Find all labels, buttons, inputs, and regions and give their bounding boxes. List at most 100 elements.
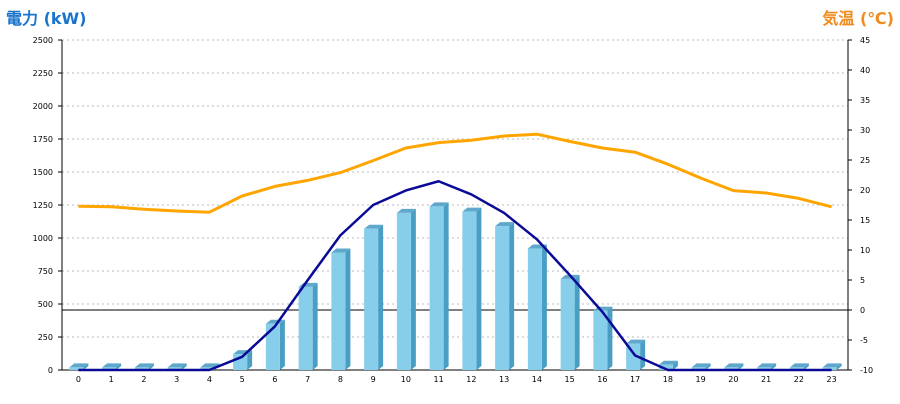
bar-top bbox=[364, 224, 384, 229]
left-tick-label: 750 bbox=[38, 267, 53, 276]
bar bbox=[495, 226, 510, 370]
bar-side bbox=[640, 339, 646, 370]
left-tick-label: 2000 bbox=[33, 102, 53, 111]
bar-top bbox=[396, 208, 416, 213]
left-tick-label: 2250 bbox=[33, 69, 53, 78]
bar-side bbox=[836, 363, 842, 370]
power-line bbox=[78, 179, 832, 372]
bar-side bbox=[476, 207, 482, 370]
bar-top bbox=[724, 363, 744, 368]
x-tick-label: 17 bbox=[630, 375, 640, 384]
right-tick-label: 45 bbox=[860, 36, 870, 45]
right-tick-label: -5 bbox=[860, 336, 868, 345]
left-tick-label: 500 bbox=[38, 300, 53, 309]
bar bbox=[757, 367, 772, 370]
right-tick-label: 25 bbox=[860, 156, 870, 165]
bar bbox=[822, 367, 837, 370]
x-tick-label: 3 bbox=[174, 375, 179, 384]
bar-side bbox=[410, 208, 416, 370]
right-tick-label: 0 bbox=[860, 306, 865, 315]
x-tick-label: 5 bbox=[240, 375, 245, 384]
right-tick-label: 20 bbox=[860, 186, 870, 195]
bar bbox=[265, 323, 280, 370]
bar-top bbox=[462, 207, 482, 212]
x-tick-label: 1 bbox=[109, 375, 114, 384]
bar-side bbox=[574, 274, 580, 370]
bar-top bbox=[789, 363, 809, 368]
bar bbox=[167, 367, 182, 370]
bar-top bbox=[200, 363, 220, 368]
right-tick-label: 40 bbox=[860, 66, 870, 75]
bar bbox=[429, 206, 444, 370]
bar-top bbox=[167, 363, 187, 368]
bar-side bbox=[279, 319, 285, 370]
x-tick-label: 8 bbox=[338, 375, 343, 384]
bar-side bbox=[116, 363, 122, 370]
bar-top bbox=[691, 363, 711, 368]
x-tick-label: 7 bbox=[305, 375, 310, 384]
bar-side bbox=[83, 363, 89, 370]
bar-side bbox=[181, 363, 187, 370]
bar-top bbox=[331, 248, 351, 253]
x-tick-label: 15 bbox=[565, 375, 575, 384]
bar-side bbox=[771, 363, 777, 370]
x-tick-label: 6 bbox=[272, 375, 277, 384]
x-tick-label: 23 bbox=[827, 375, 837, 384]
bar bbox=[724, 367, 739, 370]
bar bbox=[134, 367, 149, 370]
bar bbox=[560, 278, 575, 370]
bar-side bbox=[247, 350, 253, 370]
right-tick-label: 5 bbox=[860, 276, 865, 285]
bar bbox=[364, 228, 379, 370]
bar-side bbox=[705, 363, 711, 370]
bar bbox=[527, 248, 542, 370]
x-tick-label: 4 bbox=[207, 375, 212, 384]
x-tick-label: 12 bbox=[466, 375, 476, 384]
right-tick-label: 15 bbox=[860, 216, 870, 225]
bar bbox=[789, 367, 804, 370]
x-tick-label: 11 bbox=[434, 375, 444, 384]
bar-top bbox=[822, 363, 842, 368]
x-tick-label: 19 bbox=[696, 375, 706, 384]
bar-side bbox=[738, 363, 744, 370]
x-tick-label: 18 bbox=[663, 375, 673, 384]
bar-side bbox=[541, 244, 547, 370]
right-tick-label: 30 bbox=[860, 126, 870, 135]
bar-side bbox=[803, 363, 809, 370]
bar-top bbox=[134, 363, 154, 368]
bar bbox=[298, 286, 313, 370]
left-tick-label: 1250 bbox=[33, 201, 53, 210]
bar-top bbox=[658, 360, 678, 365]
bar bbox=[200, 367, 215, 370]
bar-side bbox=[312, 282, 318, 370]
bar-side bbox=[148, 363, 154, 370]
left-tick-label: 1000 bbox=[33, 234, 53, 243]
right-tick-label: 35 bbox=[860, 96, 870, 105]
x-tick-label: 2 bbox=[141, 375, 146, 384]
x-tick-label: 10 bbox=[401, 375, 411, 384]
bar bbox=[69, 367, 84, 370]
bar-side bbox=[607, 306, 613, 370]
bar-top bbox=[626, 339, 646, 344]
bar-top bbox=[495, 222, 515, 227]
x-tick-label: 14 bbox=[532, 375, 542, 384]
bar-side bbox=[443, 202, 449, 370]
temperature-line bbox=[78, 132, 832, 214]
x-tick-label: 13 bbox=[499, 375, 509, 384]
x-tick-label: 0 bbox=[76, 375, 81, 384]
bar bbox=[658, 364, 673, 370]
bar-side bbox=[672, 360, 678, 370]
left-tick-label: 0 bbox=[48, 366, 53, 375]
left-tick-label: 1750 bbox=[33, 135, 53, 144]
x-tick-label: 20 bbox=[728, 375, 738, 384]
bar bbox=[593, 310, 608, 370]
left-tick-label: 1500 bbox=[33, 168, 53, 177]
bar bbox=[396, 212, 411, 370]
bar-side bbox=[509, 222, 515, 370]
bar-top bbox=[102, 363, 122, 368]
x-tick-label: 16 bbox=[597, 375, 607, 384]
x-tick-label: 21 bbox=[761, 375, 771, 384]
bar-side bbox=[378, 224, 384, 370]
